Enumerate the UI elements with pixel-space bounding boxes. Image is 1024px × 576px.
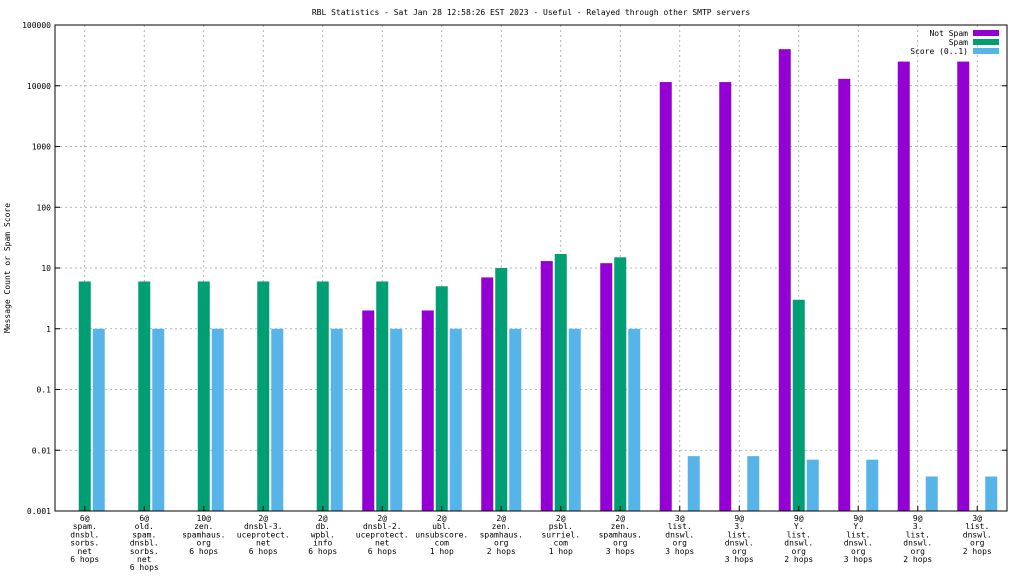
bar-spam	[78, 281, 91, 511]
bars	[78, 49, 998, 512]
bar-not-spam	[421, 310, 434, 511]
y-tick-label: 0.1	[37, 386, 52, 395]
bar-spam	[792, 299, 805, 511]
bar-not-spam	[659, 82, 672, 511]
bar-score-0-1	[628, 328, 641, 511]
bar-spam	[376, 281, 389, 511]
x-tick-label: 2@ zen. spamhaus. org 3 hops	[599, 514, 642, 556]
x-tick-label: 2@ psbl. surriel. com 1 hop	[541, 514, 580, 556]
bar-score-0-1	[390, 328, 403, 511]
bar-score-0-1	[92, 328, 105, 511]
x-tick-label: 3@ list. dnswl. org 2 hops	[963, 514, 992, 556]
bar-not-spam	[719, 82, 732, 511]
bar-not-spam	[362, 310, 375, 511]
bar-score-0-1	[925, 476, 938, 511]
x-tick-label: 2@ db. wpbl. info 6 hops	[308, 514, 337, 556]
bar-score-0-1	[271, 328, 284, 511]
x-tick-label: 2@ zen. spamhaus. org 2 hops	[480, 514, 523, 556]
y-axis-label: Message Count or Spam Score	[3, 203, 12, 333]
y-tick-label: 1	[46, 325, 51, 334]
bar-spam	[257, 281, 270, 511]
legend-swatch	[973, 30, 999, 36]
y-tick-label: 0.001	[27, 507, 51, 516]
x-tick-label: 6@ spam. dnsbl. sorbs. net 6 hops	[70, 514, 99, 564]
y-tick-label: 100	[37, 203, 52, 212]
bar-not-spam	[481, 277, 494, 511]
x-tick-label: 2@ ubl. unsubscore. com 1 hop	[415, 514, 468, 556]
bar-score-0-1	[211, 328, 224, 511]
bar-not-spam	[600, 263, 613, 511]
legend-swatch	[973, 48, 999, 54]
x-tick-label: 2@ dnsbl-2. uceprotect. net 6 hops	[356, 514, 409, 556]
bar-score-0-1	[152, 328, 165, 511]
chart-title: RBL Statistics - Sat Jan 28 12:58:26 EST…	[312, 8, 750, 17]
bar-score-0-1	[985, 476, 998, 511]
x-tick-label: 2@ dnsbl-3. uceprotect. net 6 hops	[237, 514, 290, 556]
bar-spam	[435, 286, 448, 511]
x-tick-label: 3@ list. dnswl. org 3 hops	[665, 514, 694, 556]
bar-spam	[554, 254, 567, 511]
legend-swatch	[973, 39, 999, 45]
legend-label: Score (0..1)	[910, 47, 968, 56]
bar-score-0-1	[509, 328, 522, 511]
bar-spam	[197, 281, 210, 511]
bar-not-spam	[778, 49, 791, 511]
bar-score-0-1	[568, 328, 581, 511]
y-tick-label: 10000	[27, 82, 51, 91]
x-tick-label: 9@ Y. list. dnswl. org 2 hops	[784, 514, 813, 564]
bar-score-0-1	[806, 459, 819, 511]
bar-spam	[316, 281, 329, 511]
x-tick-label: 9@ 3. list. dnswl. org 3 hops	[725, 514, 754, 564]
bar-score-0-1	[687, 456, 700, 511]
y-tick-label: 10	[41, 264, 51, 273]
x-tick-label: 9@ 3. list. dnswl. org 2 hops	[903, 514, 932, 564]
x-tick-labels: 6@ spam. dnsbl. sorbs. net 6 hops 6@ old. spam. d…	[70, 506, 992, 572]
bar-score-0-1	[449, 328, 462, 511]
legend-label: Not Spam	[929, 29, 968, 38]
y-tick-label: 0.01	[32, 446, 51, 455]
x-tick-label: 9@ Y. list. dnswl. org 3 hops	[844, 514, 873, 564]
bar-spam	[138, 281, 151, 511]
bar-score-0-1	[747, 456, 760, 511]
bar-spam	[614, 257, 627, 511]
bar-not-spam	[540, 261, 553, 511]
bar-spam	[495, 268, 508, 511]
x-tick-label: 10@ zen. spamhaus. org 6 hops	[182, 514, 225, 556]
legend-label: Spam	[949, 38, 968, 47]
bar-not-spam	[838, 78, 851, 511]
x-tick-label: 6@ old. spam. dnsbl. sorbs. net 6 hops	[130, 514, 159, 572]
plot-frame	[54, 24, 1008, 512]
bar-not-spam	[897, 61, 910, 512]
bar-score-0-1	[866, 459, 879, 511]
y-tick-label: 1000	[32, 143, 51, 152]
y-tick-label: 100000	[22, 21, 51, 30]
bar-score-0-1	[330, 328, 343, 511]
bar-not-spam	[957, 61, 970, 512]
